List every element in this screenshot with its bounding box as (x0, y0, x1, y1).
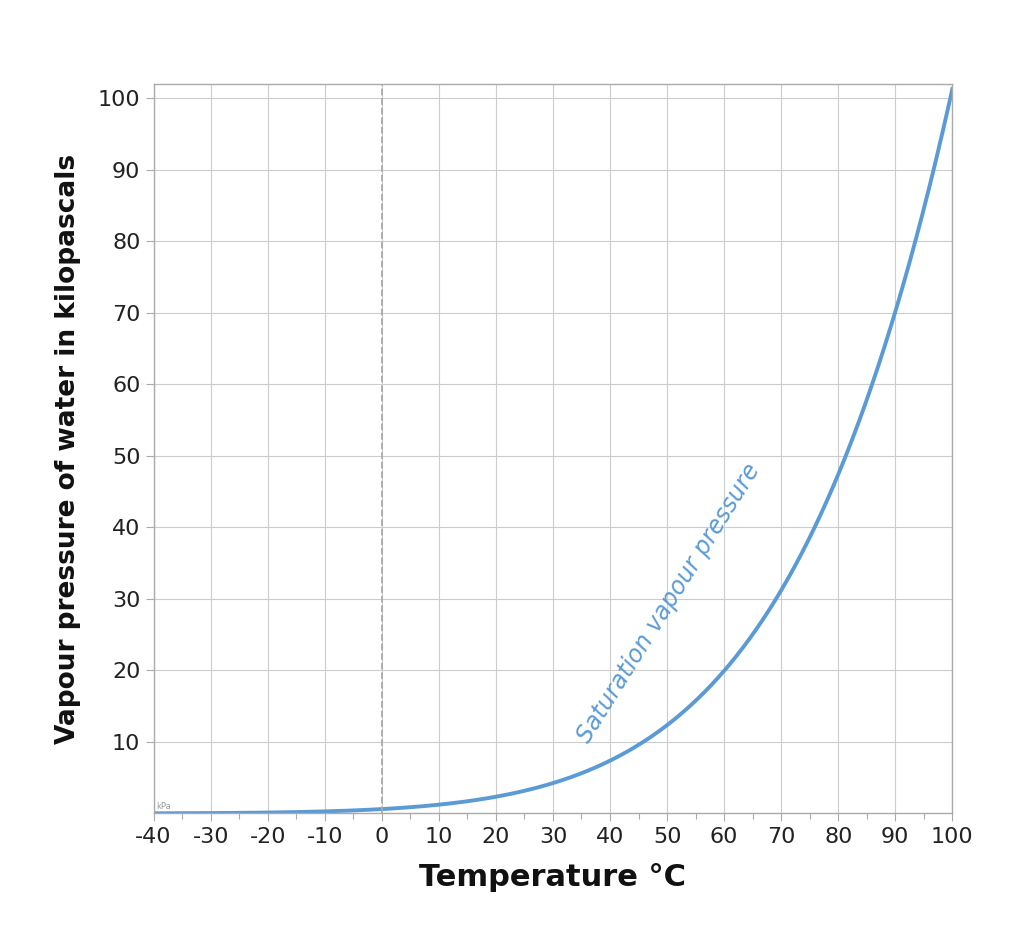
Text: kPa: kPa (157, 801, 171, 811)
Text: Saturation vapour pressure: Saturation vapour pressure (572, 459, 765, 747)
X-axis label: Temperature °C: Temperature °C (420, 863, 686, 892)
Y-axis label: Vapour pressure of water in kilopascals: Vapour pressure of water in kilopascals (55, 153, 81, 744)
